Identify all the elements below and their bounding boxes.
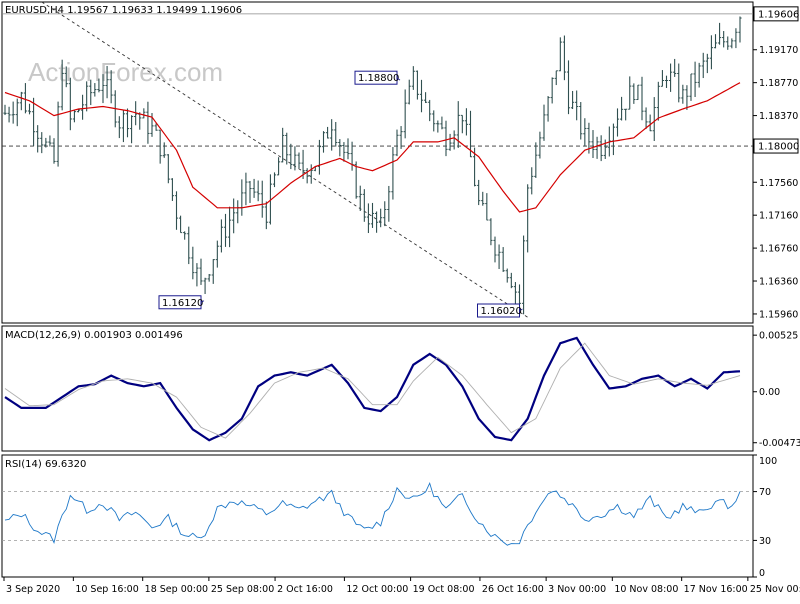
panel-frame-1 bbox=[1, 325, 754, 452]
rsi-panel: RSI(14) 69.6320 100 70 30 0 bbox=[1, 454, 777, 579]
x-tick-label: 12 Oct 00:00 bbox=[346, 584, 408, 595]
panel-frame-0 bbox=[1, 1, 754, 324]
watermark: ActionForex.com bbox=[28, 57, 223, 87]
trendline bbox=[41, 1, 528, 318]
x-tick-label: 19 Oct 08:00 bbox=[413, 584, 475, 595]
rsi-y-tick-label: 30 bbox=[759, 536, 771, 547]
annotation-label: 1.18800 bbox=[358, 73, 399, 84]
rsi-y-tick-label: 0 bbox=[759, 568, 765, 579]
x-tick-label: 10 Sep 16:00 bbox=[75, 584, 138, 595]
time-axis: 3 Sep 2020 10 Sep 16:00 18 Sep 00:00 25 Sep… bbox=[3, 577, 800, 595]
macd-y-tick-label: -0.004732 bbox=[759, 438, 800, 449]
macd-panel: MACD(12,26,9) 0.001903 0.001496 0.00525 0.… bbox=[1, 325, 800, 452]
level-box bbox=[753, 138, 799, 154]
x-tick-label: 26 Oct 16:00 bbox=[482, 584, 544, 595]
x-tick-label: 10 Nov 08:00 bbox=[614, 584, 678, 595]
macd-y-tick-label: 0.00 bbox=[759, 387, 780, 398]
annotation-leader bbox=[396, 77, 401, 81]
main-y-tick-label: 1.19170 bbox=[759, 45, 798, 56]
annotation-leader bbox=[519, 308, 523, 311]
main-y-tick-label: 1.17160 bbox=[759, 211, 798, 222]
rsi-y-tick-label: 70 bbox=[759, 487, 771, 498]
x-tick-label: 17 Nov 16:00 bbox=[684, 584, 748, 595]
level-label: 1.18000 bbox=[758, 142, 799, 153]
x-tick-label: 3 Sep 2020 bbox=[6, 584, 60, 595]
main-y-tick-label: 1.17560 bbox=[759, 178, 798, 189]
x-tick-label: 2 Oct 16:00 bbox=[277, 584, 333, 595]
main-price-panel: ActionForex.com EURUSD,H4 1.19567 1.19633… bbox=[1, 1, 799, 324]
macd-title: MACD(12,26,9) 0.001903 0.001496 bbox=[5, 330, 183, 341]
main-y-tick-label: 1.18370 bbox=[759, 111, 798, 122]
main-y-tick-label: 1.16360 bbox=[759, 277, 798, 288]
last-price-label: 1.19606 bbox=[758, 9, 799, 20]
macd-y-tick-label: 0.00525 bbox=[759, 331, 798, 342]
x-tick-label: 25 Sep 08:00 bbox=[211, 584, 274, 595]
last-price-box bbox=[753, 6, 799, 22]
moving-average-line bbox=[4, 82, 741, 213]
annotation-label: 1.16020 bbox=[481, 306, 522, 317]
annotation-label: 1.16120 bbox=[162, 298, 203, 309]
main-y-tick-label: 1.15960 bbox=[759, 309, 798, 320]
rsi-series-rsi bbox=[4, 481, 741, 546]
macd-series-macd bbox=[4, 336, 741, 442]
rsi-y-tick-label: 100 bbox=[759, 456, 777, 467]
x-tick-label: 3 Nov 00:00 bbox=[548, 584, 606, 595]
panel-frame-2 bbox=[1, 454, 754, 578]
main-title: EURUSD,H4 1.19567 1.19633 1.19499 1.1960… bbox=[5, 5, 242, 16]
main-y-tick-label: 1.18770 bbox=[759, 78, 798, 89]
main-y-tick-label: 1.16760 bbox=[759, 244, 798, 255]
annotation-leader bbox=[200, 300, 205, 303]
x-tick-label: 25 Nov 00:00 bbox=[750, 584, 800, 595]
macd-series-signal bbox=[4, 342, 741, 439]
x-tick-label: 18 Sep 00:00 bbox=[145, 584, 208, 595]
rsi-title: RSI(14) 69.6320 bbox=[5, 459, 86, 470]
